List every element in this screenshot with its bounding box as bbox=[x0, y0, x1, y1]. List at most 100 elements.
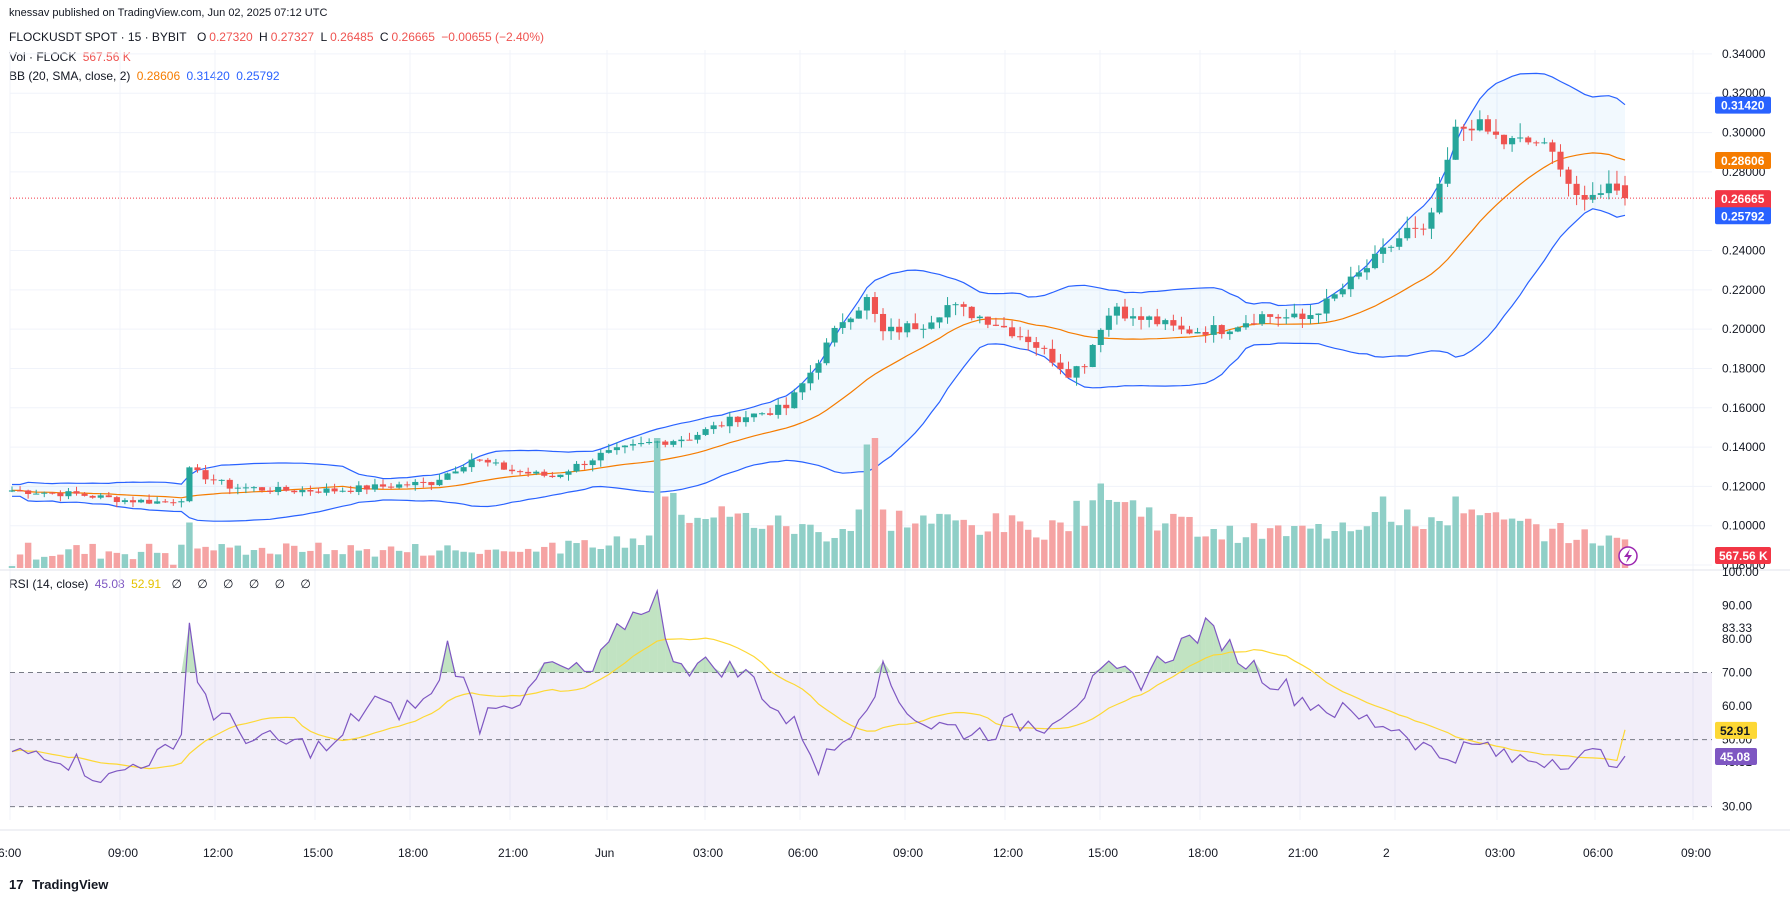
open-label: O bbox=[196, 30, 207, 44]
volume-bar bbox=[1105, 499, 1113, 568]
candle-body bbox=[1017, 336, 1024, 338]
candle bbox=[412, 479, 419, 491]
candle bbox=[492, 458, 499, 466]
candle-body bbox=[734, 416, 741, 423]
bb-label: BB (20, SMA, close, 2) bbox=[9, 69, 131, 83]
tradingview-footer[interactable]: 17 TradingView bbox=[9, 877, 111, 892]
candle-body bbox=[936, 317, 943, 323]
candle bbox=[170, 499, 177, 506]
candle bbox=[1339, 283, 1346, 298]
price-tag-bg bbox=[1715, 96, 1771, 114]
volume-bar bbox=[1347, 531, 1355, 568]
candle-body bbox=[291, 490, 298, 493]
candle bbox=[452, 466, 459, 474]
candle-body bbox=[1581, 195, 1588, 200]
candle-body bbox=[952, 304, 959, 306]
rsi-legend[interactable]: RSI (14, close) 45.08 52.91 ∅ ∅ ∅ ∅ ∅ ∅ bbox=[9, 577, 320, 591]
candle bbox=[662, 439, 669, 448]
bb-lower-line bbox=[12, 208, 1626, 522]
rsi-ma-line bbox=[11, 637, 1626, 770]
volume-tag-bg bbox=[1715, 547, 1771, 564]
candle-body bbox=[1275, 316, 1282, 319]
volume-bar bbox=[750, 527, 758, 568]
candle bbox=[517, 469, 524, 476]
volume-bar bbox=[742, 512, 750, 568]
time-tick-label: 09:00 bbox=[1681, 846, 1711, 860]
candle-body bbox=[1218, 325, 1225, 335]
candle-body bbox=[1363, 268, 1370, 273]
volume-bar bbox=[291, 545, 298, 568]
volume-bar bbox=[1387, 521, 1395, 568]
volume-bar bbox=[210, 550, 217, 568]
candle-body bbox=[323, 488, 330, 493]
price-tag-label: 0.26665 bbox=[1721, 192, 1765, 206]
candle-body bbox=[1186, 329, 1193, 334]
candle-body bbox=[33, 493, 40, 495]
candle-body bbox=[113, 497, 120, 503]
candle bbox=[89, 495, 96, 499]
candle-body bbox=[896, 326, 903, 333]
candle-body bbox=[904, 323, 911, 333]
rsi-overbought-fill bbox=[1205, 617, 1214, 673]
candle bbox=[1000, 317, 1008, 328]
bb-legend[interactable]: BB (20, SMA, close, 2) 0.28606 0.31420 0… bbox=[9, 69, 283, 83]
volume-bar bbox=[557, 553, 564, 568]
volume-bar bbox=[331, 550, 338, 568]
volume-bar bbox=[879, 509, 887, 568]
price-tick-label: 0.14000 bbox=[1722, 440, 1766, 454]
candle-body bbox=[541, 471, 548, 476]
candle bbox=[444, 472, 451, 480]
symbol-legend[interactable]: FLOCKUSDT SPOT · 15 · BYBIT O 0.27320 H 0.… bbox=[9, 30, 547, 44]
volume-bar bbox=[282, 543, 290, 568]
candle bbox=[1194, 327, 1201, 334]
candle-body bbox=[533, 471, 540, 474]
candle bbox=[638, 436, 645, 447]
candle bbox=[194, 464, 201, 473]
candle-body bbox=[1081, 366, 1088, 368]
volume-bar bbox=[1549, 528, 1556, 568]
candle bbox=[629, 439, 637, 451]
volume-bar bbox=[1468, 509, 1475, 568]
candle-body bbox=[347, 490, 354, 492]
candle-body bbox=[444, 473, 451, 480]
price-tag: 0.31420 bbox=[1715, 96, 1771, 114]
candle bbox=[57, 490, 64, 502]
candle-body bbox=[976, 316, 983, 319]
candle-body bbox=[355, 485, 362, 492]
volume-bar bbox=[1283, 536, 1290, 568]
candle-body bbox=[1146, 316, 1153, 320]
candle bbox=[218, 479, 225, 485]
rsi-tag-label: 45.08 bbox=[1720, 750, 1750, 764]
candle bbox=[525, 467, 532, 477]
volume-bar bbox=[403, 552, 411, 568]
volume-bar bbox=[1234, 542, 1242, 568]
time-tick-label: 15:00 bbox=[1088, 846, 1118, 860]
rsi-extras: ∅ ∅ ∅ ∅ ∅ ∅ bbox=[171, 577, 317, 591]
volume-bar bbox=[565, 540, 572, 568]
volume-bar bbox=[218, 544, 225, 568]
candle bbox=[275, 481, 282, 496]
candle bbox=[718, 421, 725, 428]
candle bbox=[105, 491, 112, 498]
volume-bar bbox=[573, 543, 580, 568]
time-tick-label: 09:00 bbox=[108, 846, 138, 860]
candle-body bbox=[121, 500, 128, 503]
volume-bar bbox=[1307, 528, 1314, 568]
candle bbox=[1146, 315, 1153, 328]
volume-bar bbox=[379, 550, 387, 568]
volume-bar bbox=[250, 550, 258, 568]
volume-bar bbox=[662, 496, 669, 568]
volume-bar bbox=[1291, 526, 1298, 568]
price-tag-bg bbox=[1715, 151, 1771, 169]
candle bbox=[404, 481, 411, 488]
candle-body bbox=[613, 447, 620, 451]
candle-body bbox=[267, 490, 274, 492]
candle-body bbox=[1605, 183, 1612, 194]
candles bbox=[8, 110, 1629, 508]
candle bbox=[613, 442, 620, 455]
volume-bar bbox=[1089, 500, 1096, 568]
volume-bar bbox=[1613, 537, 1621, 568]
symbol-name[interactable]: FLOCKUSDT SPOT · 15 · BYBIT bbox=[9, 30, 187, 44]
candle bbox=[855, 306, 862, 319]
